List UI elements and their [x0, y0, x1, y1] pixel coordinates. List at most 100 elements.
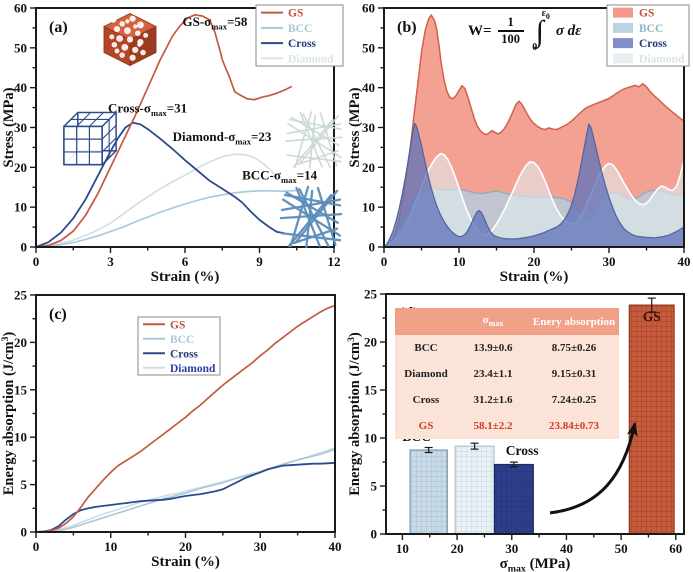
- series-bcc: [36, 448, 335, 532]
- y-tick-label: 20: [14, 160, 27, 175]
- table-cell: BCC: [414, 342, 438, 354]
- annotation: Diamond-σmax=23: [173, 129, 272, 147]
- legend-entry-bcc: BCC: [639, 23, 663, 35]
- y-tick-label: 10: [14, 200, 27, 215]
- y-tick-label: 40: [362, 80, 375, 95]
- legend-entry-diamond: Diamond: [170, 363, 216, 375]
- x-tick-label: 0: [33, 539, 40, 554]
- legend-entry-gs: GS: [288, 8, 303, 20]
- panel-b: 0 10 20 30 40 0 10 20 30 40 50 60 Strain (%) Stress (…: [346, 0, 693, 286]
- legend: GS BCC Cross Diamond: [255, 4, 344, 67]
- series-gs: [36, 13, 293, 247]
- table-cell: GS: [418, 420, 434, 432]
- bar-bcc: [409, 449, 448, 535]
- y-tick-label: 0: [371, 527, 378, 542]
- series-bcc: [36, 189, 297, 247]
- chart-c: 0 10 20 30 40 0 5 10 15 20 25 Strain (%) Energy abso…: [0, 288, 342, 571]
- x-tick-label: 30: [505, 541, 518, 556]
- series-group: [36, 13, 297, 247]
- y-tick-label: 0: [21, 240, 28, 255]
- table-row: GS 58.1±2.2 23.84±0.73: [395, 413, 619, 439]
- error-bar: [424, 446, 433, 454]
- series-diamond: [36, 153, 278, 247]
- legend-entry-bcc: BCC: [288, 23, 312, 35]
- gs-lattice-icon: [103, 13, 157, 67]
- table-row: Diamond 23.4±1.1 9.15±0.31: [395, 361, 619, 387]
- table-header-row: σmax Enery absorption: [395, 308, 619, 335]
- x-tick-label: 40: [678, 254, 691, 269]
- table-cell: 58.1±2.2: [473, 420, 513, 432]
- x-tick-label: 10: [453, 254, 466, 269]
- y-tick-label: 60: [362, 1, 375, 16]
- table-cell: 8.75±0.26: [551, 342, 597, 354]
- fraction-numerator: 1: [507, 15, 514, 30]
- annotation: BCC-σmax=14: [242, 168, 318, 186]
- x-tick-label: 60: [669, 541, 682, 556]
- bar-cross: [493, 463, 534, 535]
- x-tick-label: 40: [329, 539, 342, 554]
- y-tick-label: 5: [371, 479, 378, 494]
- x-tick-label: 20: [451, 541, 464, 556]
- table-cell: 23.4±1.1: [473, 368, 513, 380]
- table-cell: 23.84±0.73: [548, 420, 600, 432]
- y-axis-title: Energy absorption (J/cm3): [0, 332, 17, 496]
- y-tick-label: 15: [14, 382, 28, 397]
- y-tick-label: 40: [14, 80, 27, 95]
- axis-ticks: [30, 7, 335, 253]
- x-tick-label: 20: [179, 539, 192, 554]
- x-axis-title: Strain (%): [151, 269, 220, 285]
- annotation: Cross-σmax=31: [108, 100, 187, 118]
- integral: ε0 ∫ 0: [530, 8, 550, 54]
- cross-lattice-icon: [63, 111, 117, 166]
- formula-integrand: σ dε: [555, 22, 582, 39]
- formula-fraction: 1 100: [497, 15, 524, 46]
- integral-lower-limit: 0: [532, 42, 538, 54]
- table-cell: Cross: [412, 394, 440, 406]
- x-tick-label: 30: [254, 539, 267, 554]
- x-tick-label: 0: [33, 254, 40, 269]
- y-tick-label: 0: [369, 240, 376, 255]
- y-tick-label: 30: [14, 120, 27, 135]
- legend-entry-gs: GS: [639, 8, 654, 20]
- chart-d: BCC Diamond Cross GS 10 20 30 40 50 60 0 5 10 15 20 25 σ…: [346, 287, 685, 572]
- y-tick-label: 25: [364, 287, 378, 302]
- series-diamond: [36, 446, 335, 532]
- bar-gs: [628, 304, 675, 535]
- x-axis-title: σmax (MPa): [500, 556, 571, 572]
- x-tick-label: 9: [256, 254, 263, 269]
- panel-label: (b): [397, 19, 417, 36]
- x-tick-label: 0: [381, 254, 388, 269]
- legend-entry-bcc: BCC: [170, 334, 194, 346]
- diamond-lattice-icon: [285, 111, 343, 169]
- legend-entry-diamond: Diamond: [288, 53, 334, 65]
- table-header-cell: Enery absorption: [532, 315, 616, 328]
- results-table: σmax Enery absorption BCC 13.9±0.6 8.75±0.26…: [395, 308, 619, 439]
- x-axis-title: Strain (%): [500, 269, 569, 285]
- legend-entry-cross: Cross: [639, 38, 667, 50]
- integral-upper-limit: ε0: [541, 8, 550, 21]
- x-tick-label: 6: [182, 254, 189, 269]
- legend-entry-cross: Cross: [170, 348, 198, 360]
- label: GS: [643, 309, 661, 324]
- series-group: [384, 13, 684, 247]
- annotation: GS-σmax=58: [183, 14, 248, 32]
- y-tick-label: 10: [364, 431, 377, 446]
- error-bar: [647, 297, 656, 313]
- y-axis-title: Stress (MPa): [1, 87, 17, 167]
- energy-formula: W= 1 100 ε0 ∫ 0 σ dε: [468, 8, 582, 54]
- x-axis-title: Strain (%): [151, 554, 220, 570]
- series-group: [36, 304, 335, 532]
- legend-entry-diamond: Diamond: [639, 53, 685, 65]
- table-cell: 7.24±0.25: [551, 394, 597, 406]
- axis-ticks: [30, 294, 336, 538]
- x-tick-label: 10: [104, 539, 117, 554]
- y-tick-label: 60: [14, 1, 27, 16]
- series-cross: [36, 121, 285, 247]
- x-tick-label: 50: [615, 541, 628, 556]
- error-bar: [509, 461, 518, 468]
- y-tick-label: 10: [14, 430, 27, 445]
- y-tick-label: 30: [362, 120, 375, 135]
- legend: GS BCC Cross Diamond: [606, 4, 690, 67]
